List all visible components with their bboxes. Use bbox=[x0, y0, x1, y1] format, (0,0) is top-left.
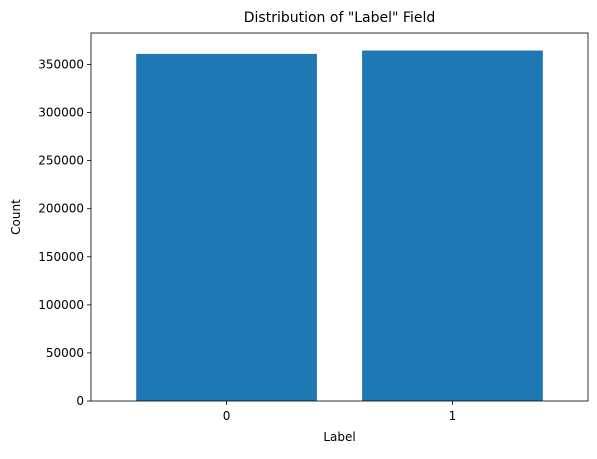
chart-title: Distribution of "Label" Field bbox=[244, 10, 435, 26]
bar-1 bbox=[362, 50, 543, 402]
y-axis-ticks: 0 50000 100000 150000 200000 250000 300000 3500… bbox=[38, 57, 91, 408]
x-axis-label: Label bbox=[323, 430, 355, 444]
bar-0 bbox=[136, 53, 317, 401]
y-tick-label: 200000 bbox=[38, 202, 84, 216]
x-tick-label: 1 bbox=[449, 409, 457, 423]
bars-group bbox=[136, 50, 543, 402]
y-tick-label: 250000 bbox=[38, 154, 84, 168]
plot-frame bbox=[90, 32, 589, 402]
y-tick-label: 0 bbox=[76, 394, 84, 408]
y-axis-label: Count bbox=[9, 199, 23, 235]
y-tick-label: 150000 bbox=[38, 250, 84, 264]
y-tick-label: 50000 bbox=[46, 346, 84, 360]
x-tick-label: 0 bbox=[223, 409, 231, 423]
y-tick-label: 350000 bbox=[38, 57, 84, 71]
y-tick-label: 100000 bbox=[38, 298, 84, 312]
y-tick-label: 300000 bbox=[38, 106, 84, 120]
